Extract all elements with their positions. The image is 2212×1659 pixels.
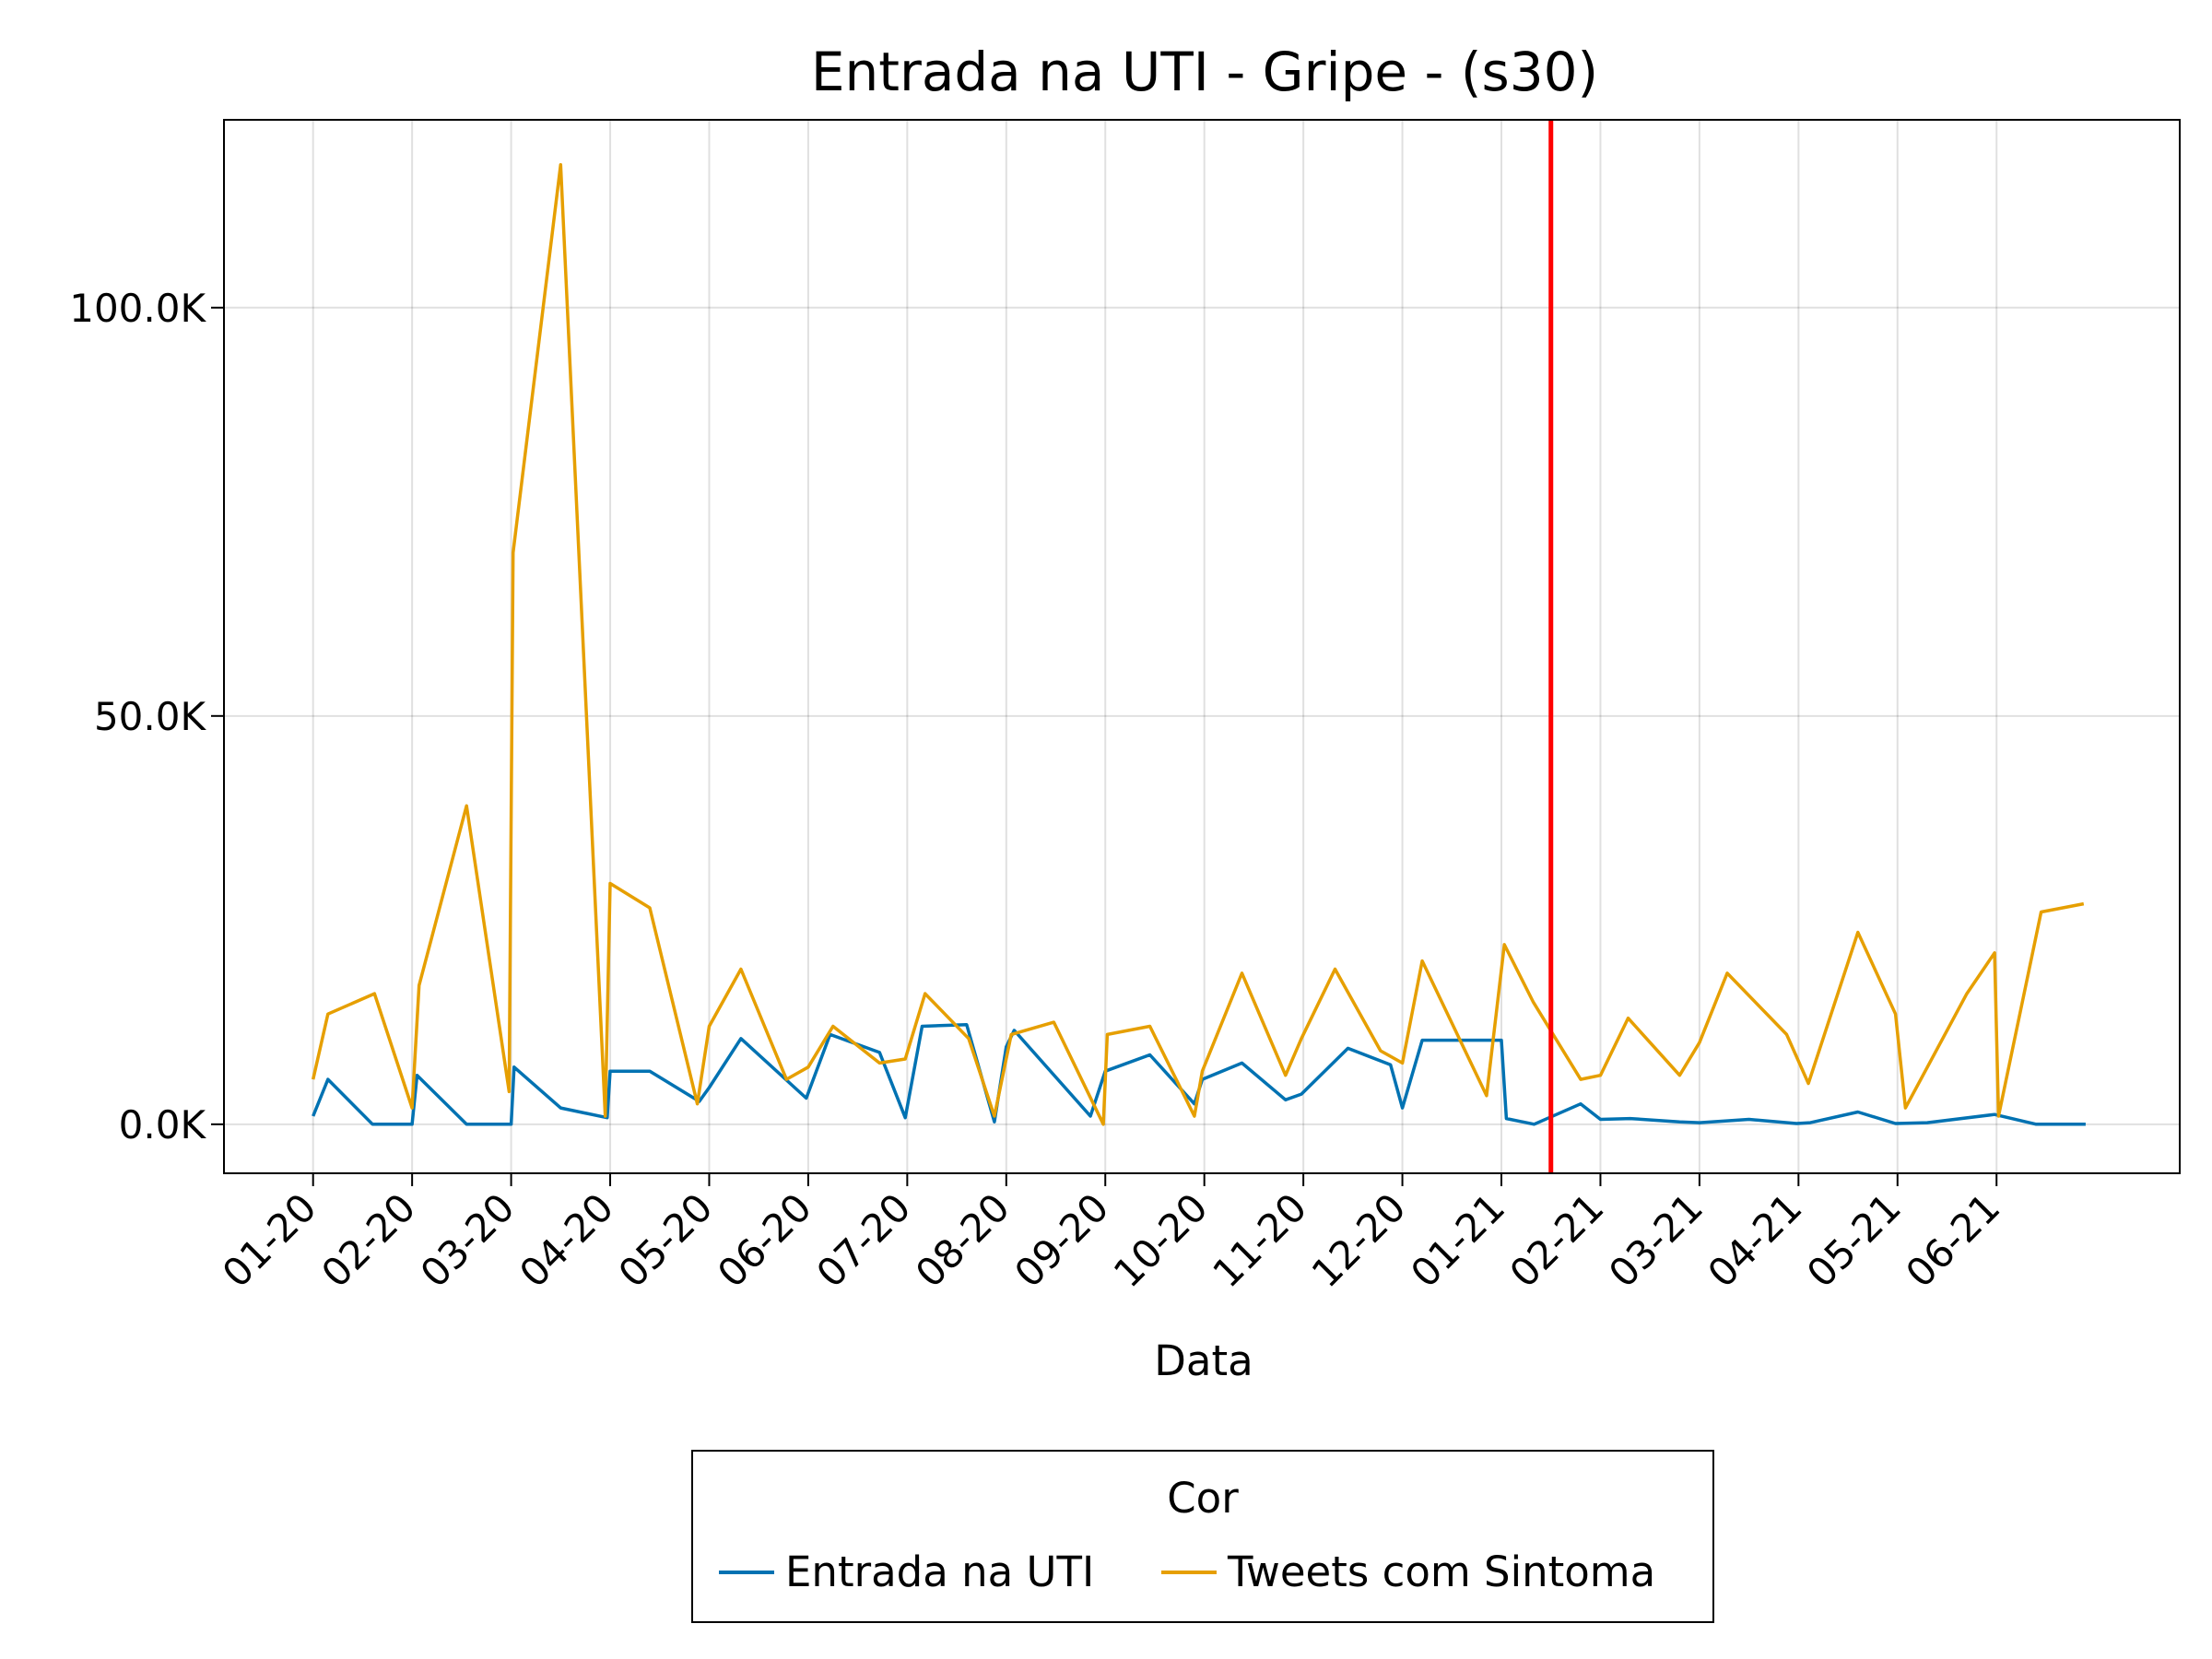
- legend-swatch-orange: [1161, 1570, 1217, 1574]
- x-tick-label: 05-21: [1798, 1184, 1910, 1296]
- legend-title: Cor: [1167, 1474, 1239, 1523]
- x-tick-label: 10-20: [1105, 1184, 1217, 1296]
- x-tick-label: 03-20: [412, 1184, 524, 1296]
- x-tick-label: 08-20: [907, 1184, 1018, 1296]
- legend-label: Tweets com Sintoma: [1228, 1547, 1656, 1596]
- x-tick-label: 06-20: [709, 1184, 820, 1296]
- x-axis-label: Data: [1154, 1336, 1253, 1385]
- y-tick-label: 100.0K: [69, 286, 206, 331]
- legend-swatch-blue: [719, 1570, 774, 1574]
- x-tick-label: 04-21: [1699, 1184, 1810, 1296]
- series-lines: [311, 162, 2086, 1126]
- y-axis: 0.0K 50.0K 100.0K: [69, 286, 224, 1147]
- x-tick-label: 02-21: [1501, 1184, 1613, 1296]
- x-tick-label: 11-20: [1204, 1184, 1315, 1296]
- x-tick-label: 09-20: [1006, 1184, 1117, 1296]
- y-tick-label: 50.0K: [94, 694, 207, 739]
- x-tick-label: 02-20: [312, 1184, 424, 1296]
- x-axis: 01-2002-2003-2004-2005-2006-2007-2008-20…: [214, 1173, 2008, 1296]
- series-line-tweets-com-sintoma: [311, 162, 2085, 1126]
- legend-item-tweets: Tweets com Sintoma: [1161, 1547, 1655, 1596]
- legend-item-entrada: Entrada na UTI: [719, 1547, 1094, 1596]
- grid-lines: [224, 120, 2180, 1173]
- x-tick-label: 05-20: [610, 1184, 722, 1296]
- legend-label: Entrada na UTI: [785, 1547, 1095, 1596]
- x-tick-label: 07-20: [807, 1184, 919, 1296]
- x-tick-label: 04-20: [511, 1184, 622, 1296]
- chart-title: Entrada na UTI - Gripe - (s30): [811, 41, 1598, 103]
- plot-frame: [223, 119, 2181, 1174]
- series-line-entrada-na-uti: [312, 1022, 2086, 1126]
- x-tick-label: 06-21: [1897, 1184, 2008, 1296]
- x-tick-label: 03-21: [1600, 1184, 1712, 1296]
- x-tick-label: 01-20: [214, 1184, 325, 1296]
- x-tick-label: 12-20: [1303, 1184, 1415, 1296]
- x-tick-label: 01-21: [1402, 1184, 1513, 1296]
- legend: Cor Entrada na UTI Tweets com Sintoma: [691, 1450, 1714, 1623]
- y-tick-label: 0.0K: [119, 1102, 207, 1147]
